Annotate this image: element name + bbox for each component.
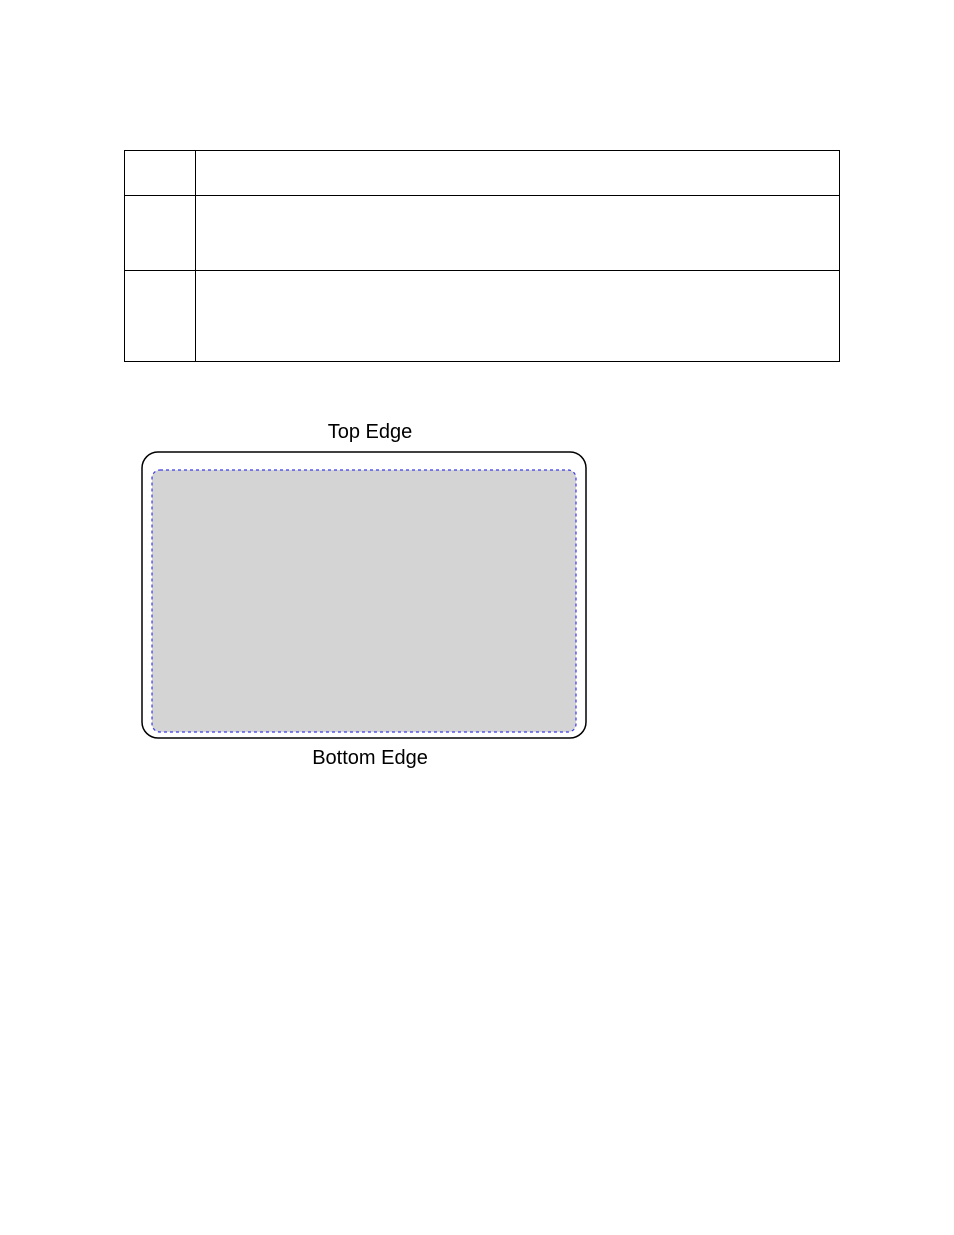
table-cell (125, 271, 196, 362)
layout-table (124, 150, 840, 362)
edge-diagram-svg (140, 450, 588, 740)
table-row (125, 151, 840, 196)
table-cell (195, 196, 839, 271)
table-cell (125, 151, 196, 196)
table-cell (125, 196, 196, 271)
table-row (125, 196, 840, 271)
inner-rect (152, 470, 576, 732)
document-page: Top Edge Bottom Edge (0, 0, 954, 1235)
edge-diagram: Top Edge Bottom Edge (140, 420, 600, 770)
table-cell (195, 151, 839, 196)
top-edge-label: Top Edge (140, 420, 600, 444)
table-row (125, 271, 840, 362)
table-cell (195, 271, 839, 362)
bottom-edge-label: Bottom Edge (140, 746, 600, 770)
